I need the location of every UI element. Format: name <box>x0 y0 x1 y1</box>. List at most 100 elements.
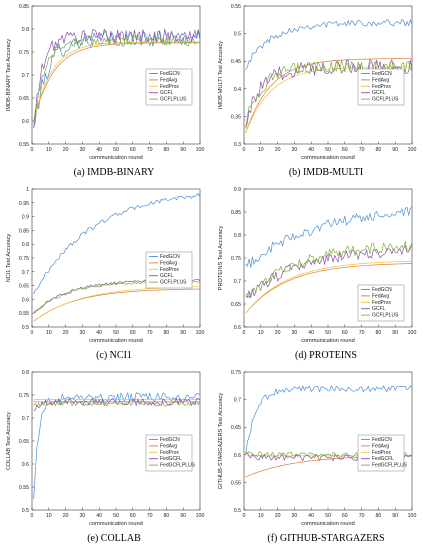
x-axis-label: communication round <box>301 521 354 527</box>
legend-label: FedGCN <box>372 71 392 77</box>
legend-label: FedProx <box>160 267 179 273</box>
x-tick-label: 70 <box>147 147 153 153</box>
series-line <box>33 193 201 295</box>
y-tick-label: 0.95 <box>19 201 29 207</box>
y-tick-label: 0.45 <box>231 59 241 65</box>
x-tick-label: 100 <box>196 147 205 153</box>
x-tick-label: 40 <box>96 147 102 153</box>
y-tick-label: 0.65 <box>231 425 241 431</box>
series-line <box>245 240 413 299</box>
legend-label: FedGCFLPLUS <box>160 463 196 469</box>
y-tick-label: 0.3 <box>234 142 241 148</box>
x-axis-label: communication round <box>89 338 142 344</box>
y-tick-label: 0.6 <box>22 119 29 125</box>
x-tick-label: 60 <box>130 513 136 519</box>
x-tick-label: 70 <box>359 513 365 519</box>
x-axis-label: communication round <box>301 155 354 161</box>
legend-label: FedProx <box>372 300 391 306</box>
x-axis-label: communication round <box>89 521 142 527</box>
x-tick-label: 80 <box>164 513 170 519</box>
y-tick-label: 0.85 <box>19 228 29 234</box>
x-tick-label: 30 <box>80 330 86 336</box>
legend-label: FedGCFL <box>160 456 182 462</box>
x-tick-label: 60 <box>342 513 348 519</box>
x-tick-label: 20 <box>63 147 69 153</box>
legend-label: FedAvg <box>372 443 389 449</box>
legend-label: FedProx <box>160 84 179 90</box>
chart-panel: 0.5 0.55 0.6 0.65 0.7 0.75 0 10 20 30 40 50 60 70 80 90… <box>218 370 416 544</box>
chart-caption: (b) IMDB-MULTI <box>289 167 363 178</box>
series-line <box>33 392 201 500</box>
x-tick-label: 50 <box>113 513 119 519</box>
x-tick-label: 40 <box>96 513 102 519</box>
y-tick-label: 0.4 <box>234 87 241 93</box>
y-tick-label: 0.8 <box>22 242 29 248</box>
y-tick-label: 0.85 <box>19 4 29 10</box>
chart-caption: (f) GITHUB-STARGAZERS <box>267 533 384 544</box>
y-tick-label: 0.55 <box>231 480 241 486</box>
x-tick-label: 0 <box>31 147 34 153</box>
x-tick-label: 50 <box>325 513 331 519</box>
y-tick-label: 0.35 <box>231 114 241 120</box>
y-axis-label: PROTEINS Test Accuracy <box>218 226 224 291</box>
y-tick-label: 0.75 <box>19 256 29 262</box>
x-tick-label: 80 <box>164 147 170 153</box>
y-tick-label: 0.6 <box>234 453 241 459</box>
x-tick-label: 60 <box>130 330 136 336</box>
chart-panel: 0.55 0.6 0.65 0.7 0.75 0.8 0.85 0 10 20 30 40 50 60 70… <box>6 4 204 178</box>
x-tick-label: 30 <box>80 513 86 519</box>
y-tick-label: 0.8 <box>22 370 29 376</box>
x-tick-label: 60 <box>130 147 136 153</box>
legend-label: FedGCFL <box>372 456 394 462</box>
y-axis-label: NCI1 Test Accuracy <box>6 233 12 282</box>
chart-caption: (a) IMDB-BINARY <box>74 167 155 178</box>
x-tick-label: 30 <box>292 147 298 153</box>
x-tick-label: 90 <box>180 330 186 336</box>
y-tick-label: 0.65 <box>231 302 241 308</box>
legend-label: GCFLPLUS <box>372 97 399 103</box>
x-tick-label: 10 <box>46 330 52 336</box>
legend-label: FedAvg <box>160 260 177 266</box>
legend-label: GCFL <box>372 90 386 96</box>
y-axis-label: GITHUB-STARGAZERS Test Accuracy <box>218 393 224 490</box>
x-tick-label: 30 <box>292 513 298 519</box>
x-tick-label: 70 <box>359 147 365 153</box>
legend-label: FedGCN <box>160 254 180 260</box>
chart-caption: (d) PROTEINS <box>295 350 357 361</box>
series-line <box>245 385 413 455</box>
y-tick-label: 0.6 <box>22 297 29 303</box>
x-tick-label: 50 <box>113 330 119 336</box>
x-tick-label: 30 <box>292 330 298 336</box>
x-tick-label: 60 <box>342 147 348 153</box>
legend-label: FedAvg <box>160 77 177 83</box>
x-tick-label: 50 <box>325 147 331 153</box>
legend-label: FedAvg <box>160 443 177 449</box>
x-tick-label: 0 <box>31 330 34 336</box>
series-line <box>245 245 413 299</box>
legend-label: FedGCN <box>160 437 180 443</box>
y-tick-label: 0.7 <box>22 416 29 422</box>
chart-panel: 0.3 0.35 0.4 0.45 0.5 0.55 0 10 20 30 40 50 60 70 80 90… <box>218 4 416 178</box>
y-tick-label: 0.75 <box>19 393 29 399</box>
y-tick-label: 0.85 <box>231 210 241 216</box>
x-tick-label: 40 <box>308 147 314 153</box>
series-line <box>245 58 413 134</box>
legend-label: FedAvg <box>372 77 389 83</box>
x-tick-label: 50 <box>325 330 331 336</box>
legend-label: FedGCN <box>372 437 392 443</box>
x-tick-label: 20 <box>63 330 69 336</box>
legend-label: GCFLPLUS <box>160 97 187 103</box>
y-tick-label: 0.6 <box>22 462 29 468</box>
y-tick-label: 0.55 <box>19 485 29 491</box>
y-tick-label: 1 <box>26 187 29 193</box>
x-tick-label: 10 <box>258 513 264 519</box>
series-line <box>33 400 201 407</box>
x-tick-label: 10 <box>46 147 52 153</box>
y-tick-label: 0.8 <box>234 233 241 239</box>
x-tick-label: 20 <box>275 330 281 336</box>
y-tick-label: 0.75 <box>231 370 241 376</box>
y-tick-label: 0.65 <box>19 439 29 445</box>
y-axis-label: COLLAB Test Accuracy <box>6 412 12 470</box>
legend-label: GCFLPLUS <box>160 280 187 286</box>
